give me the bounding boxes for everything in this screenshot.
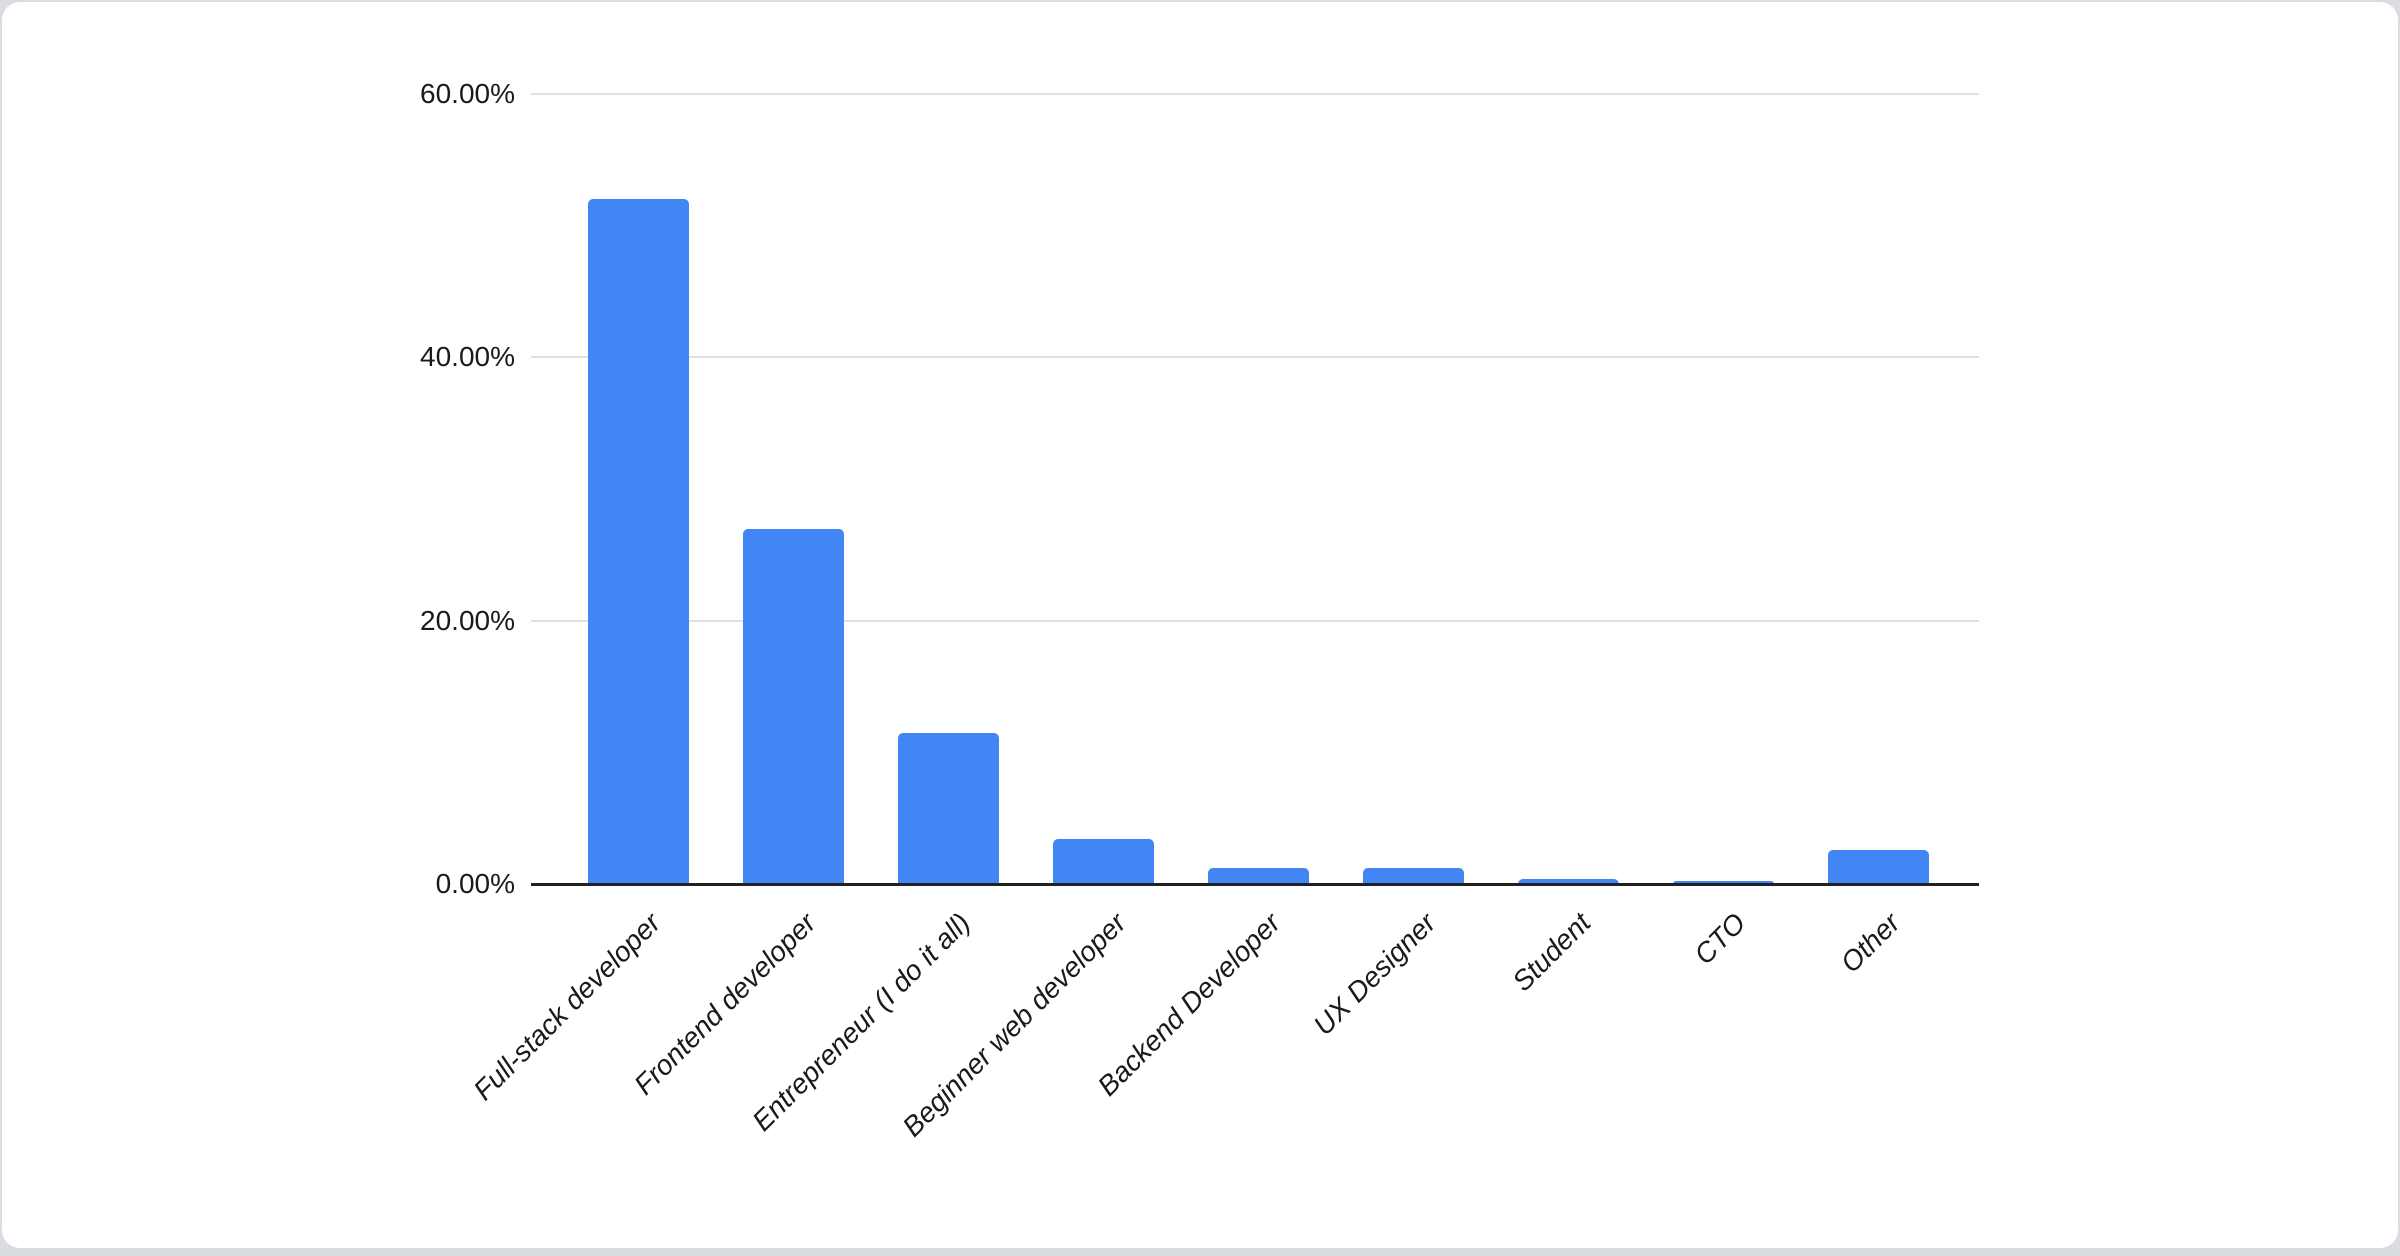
- chart-bar: [588, 199, 689, 884]
- x-axis-category-label: CTO: [1688, 907, 1752, 971]
- gridline: [531, 619, 1979, 622]
- chart-bar: [1208, 868, 1309, 884]
- x-axis-category-label: Student: [1506, 907, 1597, 998]
- gridline: [531, 356, 1979, 359]
- chart-bar: [1518, 878, 1619, 884]
- y-axis-tick-label: 40.00%: [420, 341, 515, 373]
- chart-bar: [1363, 868, 1464, 884]
- chart-bar: [743, 528, 844, 884]
- x-axis-category-label: Other: [1834, 907, 1907, 979]
- chart-bar: [1053, 839, 1154, 884]
- y-axis-tick-label: 20.00%: [420, 604, 515, 636]
- x-axis-line: [531, 883, 1979, 886]
- gridline: [531, 93, 1979, 95]
- chart-bar: [1828, 849, 1929, 884]
- y-axis-tick-label: 0.00%: [435, 868, 515, 899]
- x-axis-category-label: UX Designer: [1307, 907, 1442, 1042]
- y-axis-tick-label: 60.00%: [420, 78, 515, 109]
- chart-bar: [1673, 881, 1774, 884]
- chart-bar: [898, 732, 999, 884]
